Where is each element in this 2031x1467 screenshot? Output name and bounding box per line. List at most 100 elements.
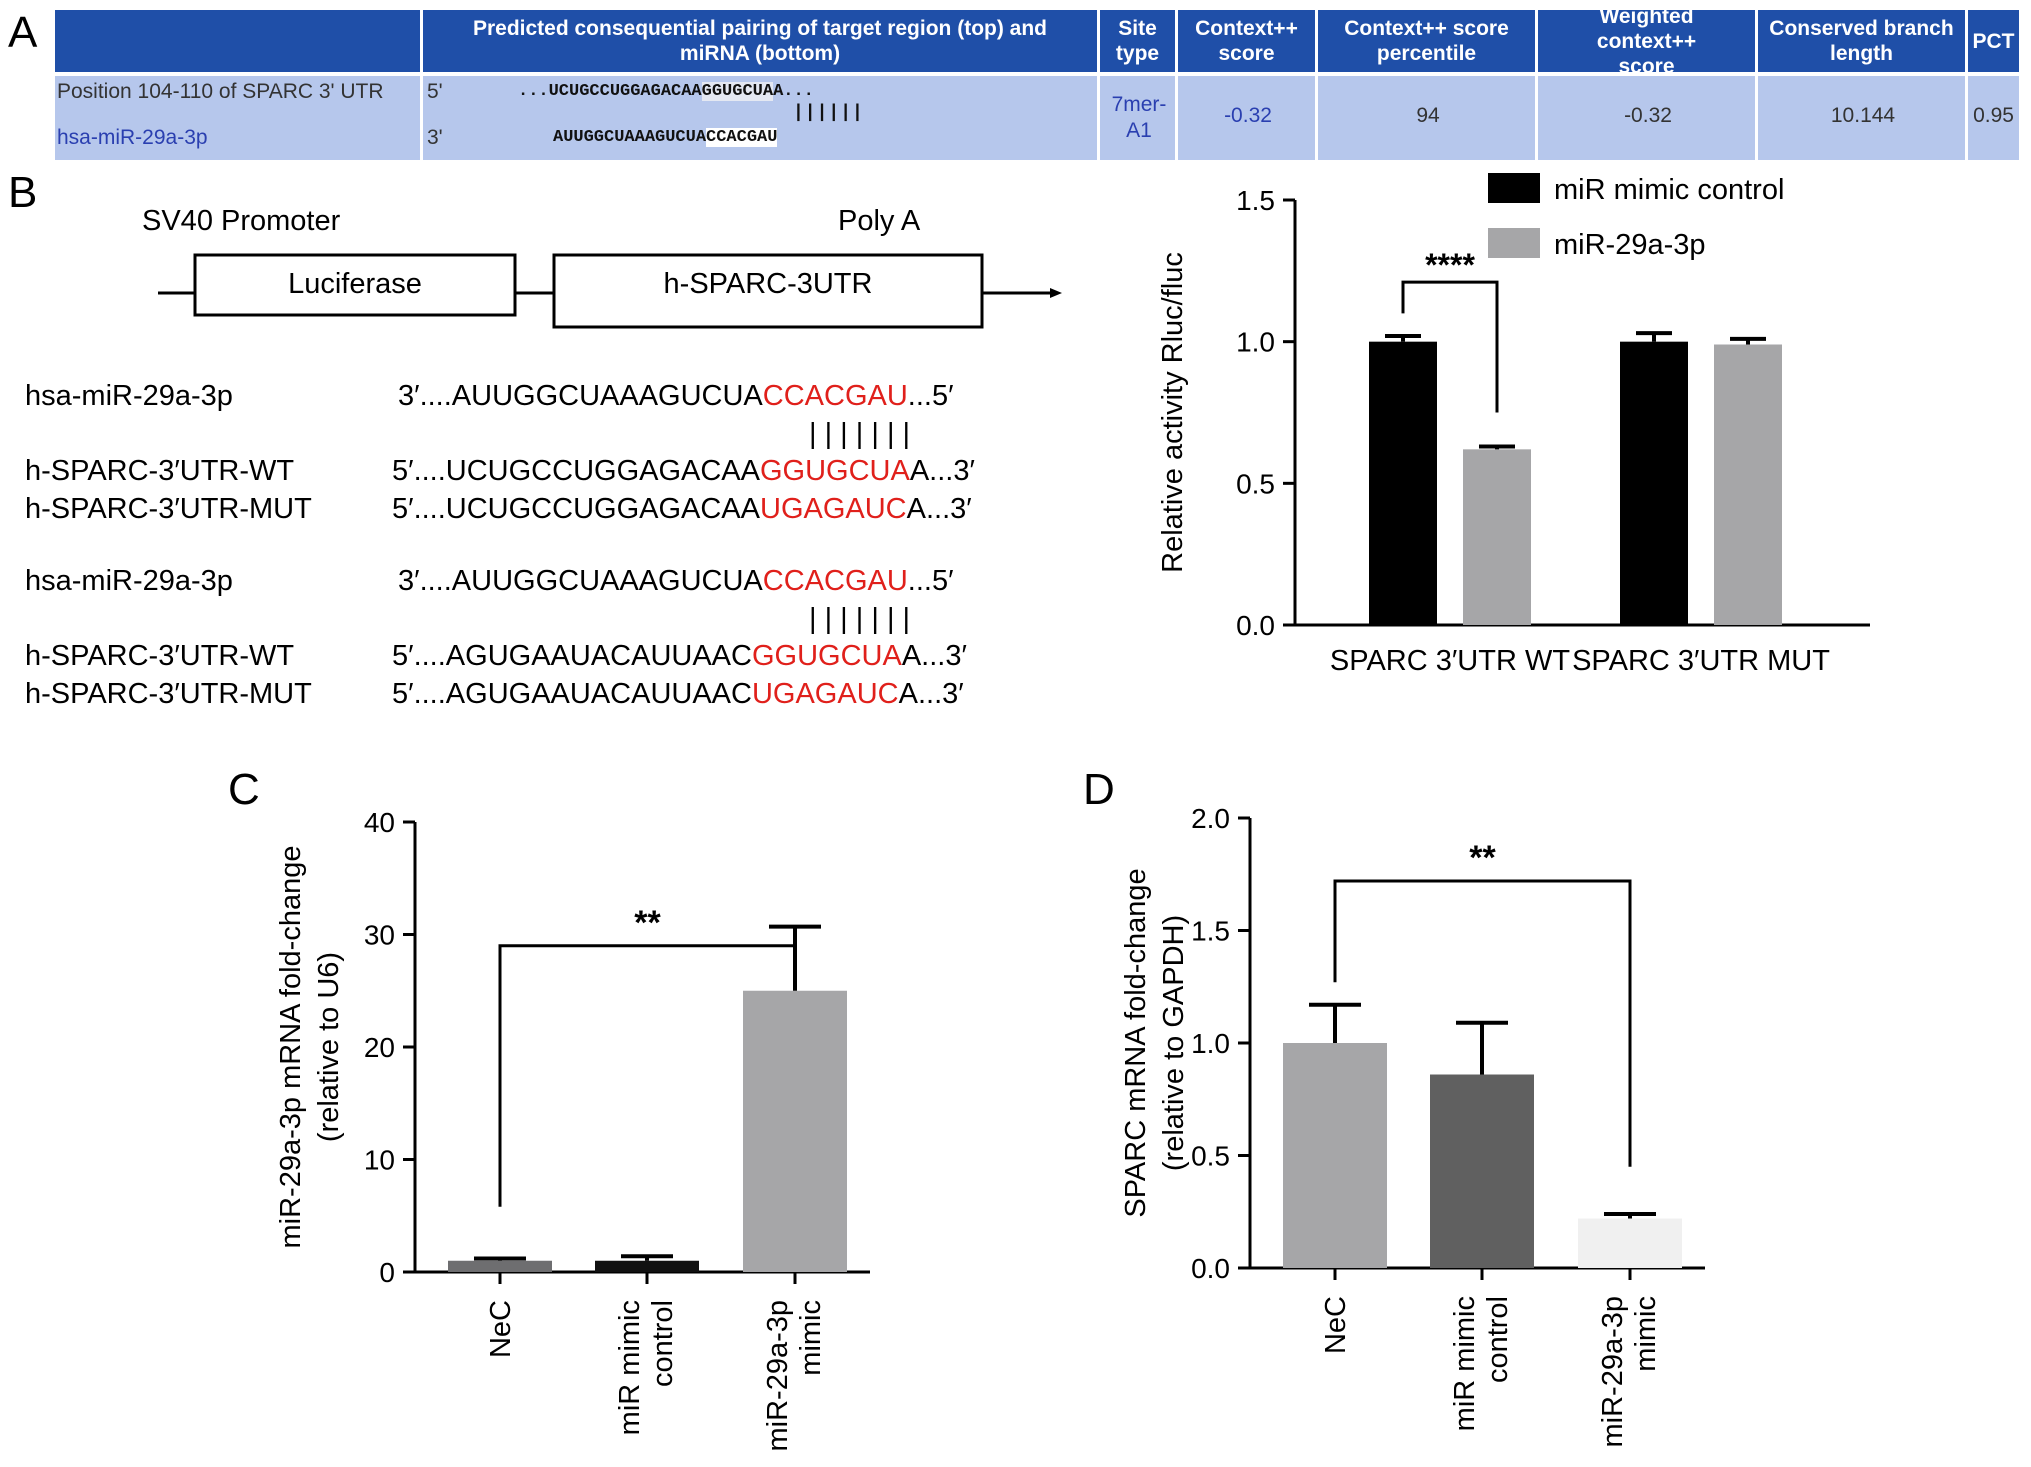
table-header-site-type: Site type <box>1100 10 1178 72</box>
table-cell-pairing: 5' 3' ...UCUGCCUGGAGACAAGGUGCUAA... ||||… <box>423 76 1100 160</box>
bar <box>595 1260 699 1272</box>
x-category-label-line2: control <box>647 1300 679 1387</box>
table-header-empty <box>55 10 423 72</box>
pair-marks-1: | | | | | | | <box>809 418 911 450</box>
x-category-label-line2: mimic <box>795 1300 827 1376</box>
pct-value: 0.95 <box>1973 104 2014 127</box>
x-category-label: NeC <box>1320 1296 1352 1354</box>
panel-label-d: D <box>1083 765 1115 814</box>
y-tick-label: 1.5 <box>1191 916 1230 947</box>
mirna-seq-site: CCACGAU <box>706 128 778 147</box>
target-seq-prefix: ...UCUGCCUGGAGACAA <box>518 82 702 101</box>
chart-b-luciferase: 0.0 0.5 1.0 1.5 Relative activity Rluc/fluc S… <box>1157 173 1870 677</box>
y-tick-label: 2.0 <box>1191 803 1230 834</box>
pairing-marks: |||||| <box>793 103 864 123</box>
table-cell-site-type: 7mer-A1 <box>1100 76 1178 160</box>
sequence-row-text: 5′....UCUGCCUGGAGACAAGGUGCUAA...3′ <box>392 455 975 488</box>
table-cell-branch: 10.144 <box>1758 76 1968 160</box>
sequence-suffix: A...3′ <box>906 493 972 525</box>
bar <box>1283 1043 1387 1268</box>
targetscan-table: Predicted consequential pairing of targe… <box>55 5 2019 160</box>
luciferase-label: Luciferase <box>288 268 422 300</box>
context-score-value: -0.32 <box>1224 104 1272 127</box>
sequence-prefix: 5′....AGUGAAUACAUUAAC <box>392 678 752 710</box>
construct-diagram <box>158 253 1062 329</box>
significance-marker: ** <box>1469 839 1496 877</box>
sequence-row-label: h-SPARC-3′UTR-MUT <box>25 493 312 525</box>
sparc-utr-box <box>552 253 984 329</box>
legend-swatch <box>1488 173 1540 203</box>
x-category-label: SPARC 3′UTR MUT <box>1572 645 1830 677</box>
y-axis-title: miR-29a-3p mRNA fold-change <box>275 846 307 1249</box>
bar <box>1620 341 1688 625</box>
mirna-link[interactable]: hsa-miR-29a-3p <box>57 126 208 149</box>
y-axis-subtitle: (relative to U6) <box>313 952 345 1142</box>
chart-d-sparc-expression: 0.0 0.5 1.0 1.5 2.0 SPARC mRNA fold-change (re… <box>1120 803 1705 1448</box>
sequence-prefix: 5′....AGUGAAUACAUUAAC <box>392 640 752 672</box>
bar <box>1578 1218 1682 1268</box>
polya-label: Poly A <box>838 205 921 237</box>
sv40-promoter-label: SV40 Promoter <box>142 205 341 237</box>
table-header-pct: PCT <box>1968 10 2019 72</box>
table-cell-weighted: -0.32 <box>1538 76 1758 160</box>
construct-arrowhead-icon <box>1050 288 1062 298</box>
significance-marker: **** <box>1425 247 1475 283</box>
y-tick-label: 10 <box>364 1145 395 1176</box>
panel-label-a: A <box>8 8 38 57</box>
mirna-sequence: AUUGGCUAAAGUCUACCACGAU <box>553 128 778 147</box>
x-category-label-line2: control <box>1482 1296 1514 1383</box>
y-tick-label: 1.0 <box>1191 1028 1230 1059</box>
x-category-label: miR-29a-3p <box>762 1300 794 1452</box>
y-tick-label: 20 <box>364 1032 395 1063</box>
y-axis-title: Relative activity Rluc/fluc <box>1157 252 1189 573</box>
sequence-row-label: hsa-miR-29a-3p <box>25 380 233 412</box>
y-tick-label: 40 <box>364 807 395 838</box>
y-tick-label: 0.5 <box>1236 468 1275 499</box>
table-header-weighted: Weighted context++ score <box>1538 5 1758 78</box>
table-header-pairing: Predicted consequential pairing of targe… <box>423 10 1100 72</box>
sequence-suffix: A...3′ <box>909 455 975 487</box>
sequence-suffix: A...3′ <box>898 678 964 710</box>
sequence-seed-site: CCACGAU <box>762 565 908 597</box>
sparc-utr-label: h-SPARC-3UTR <box>663 268 873 300</box>
sequence-row-label: h-SPARC-3′UTR-WT <box>25 455 295 487</box>
sequence-suffix: ...5′ <box>907 565 954 597</box>
y-tick-label: 0.0 <box>1191 1253 1230 1284</box>
legend-label: miR mimic control <box>1554 174 1784 206</box>
sequence-row-text: 3′....AUUGGCUAAAGUCUACCACGAU...5′ <box>398 565 954 598</box>
bar <box>743 990 847 1272</box>
target-sequence: ...UCUGCCUGGAGACAAGGUGCUAA... <box>518 82 814 101</box>
table-header-percentile: Context++ score percentile <box>1318 10 1538 72</box>
significance-marker: ** <box>634 904 661 942</box>
sequence-suffix: A...3′ <box>901 640 967 672</box>
panel-label-c: C <box>228 765 260 814</box>
chart-c-mir29a-expression: 0 10 20 30 40 miR-29a-3p mRNA fold-change (rel… <box>275 807 870 1452</box>
site-type-value[interactable]: 7mer-A1 <box>1111 93 1167 142</box>
sequence-seed-site: GGUGCUA <box>751 640 902 672</box>
three-prime-label: 3' <box>427 126 443 149</box>
table-cell-context-score: -0.32 <box>1178 76 1318 160</box>
pair-marks-2: | | | | | | | <box>809 603 911 635</box>
bar <box>448 1260 552 1272</box>
x-category-label-line2: mimic <box>1630 1296 1662 1372</box>
table-cell-pct: 0.95 <box>1968 76 2019 160</box>
sequence-row-label: h-SPARC-3′UTR-WT <box>25 640 295 672</box>
branch-value: 10.144 <box>1830 104 1896 127</box>
sequence-suffix: ...5′ <box>907 380 954 412</box>
sequence-row-text: 5′....AGUGAAUACAUUAACGGUGCUAA...3′ <box>392 640 967 673</box>
panel-label-b: B <box>8 168 38 217</box>
mirna-seq-prefix: AUUGGCUAAAGUCUA <box>553 128 707 147</box>
sequence-prefix: 3′....AUUGGCUAAAGUCUA <box>398 565 763 597</box>
x-category-label: SPARC 3′UTR WT <box>1330 645 1570 677</box>
x-category-label: miR-29a-3p <box>1597 1296 1629 1448</box>
sequence-row-label: hsa-miR-29a-3p <box>25 565 233 597</box>
y-tick-label: 30 <box>364 920 395 951</box>
target-seq-suffix: A... <box>773 82 814 101</box>
sequence-row-text: 5′....UCUGCCUGGAGACAAUGAGAUCA...3′ <box>392 493 972 526</box>
sequence-row-text: 3′....AUUGGCUAAAGUCUACCACGAU...5′ <box>398 380 954 413</box>
bar <box>1369 341 1437 625</box>
table-header-branch: Conserved branch length <box>1758 10 1968 72</box>
y-axis-subtitle: (relative to GAPDH) <box>1158 915 1190 1171</box>
sequence-prefix: 5′....UCUGCCUGGAGACAA <box>392 493 760 525</box>
weighted-value: -0.32 <box>1624 104 1672 127</box>
